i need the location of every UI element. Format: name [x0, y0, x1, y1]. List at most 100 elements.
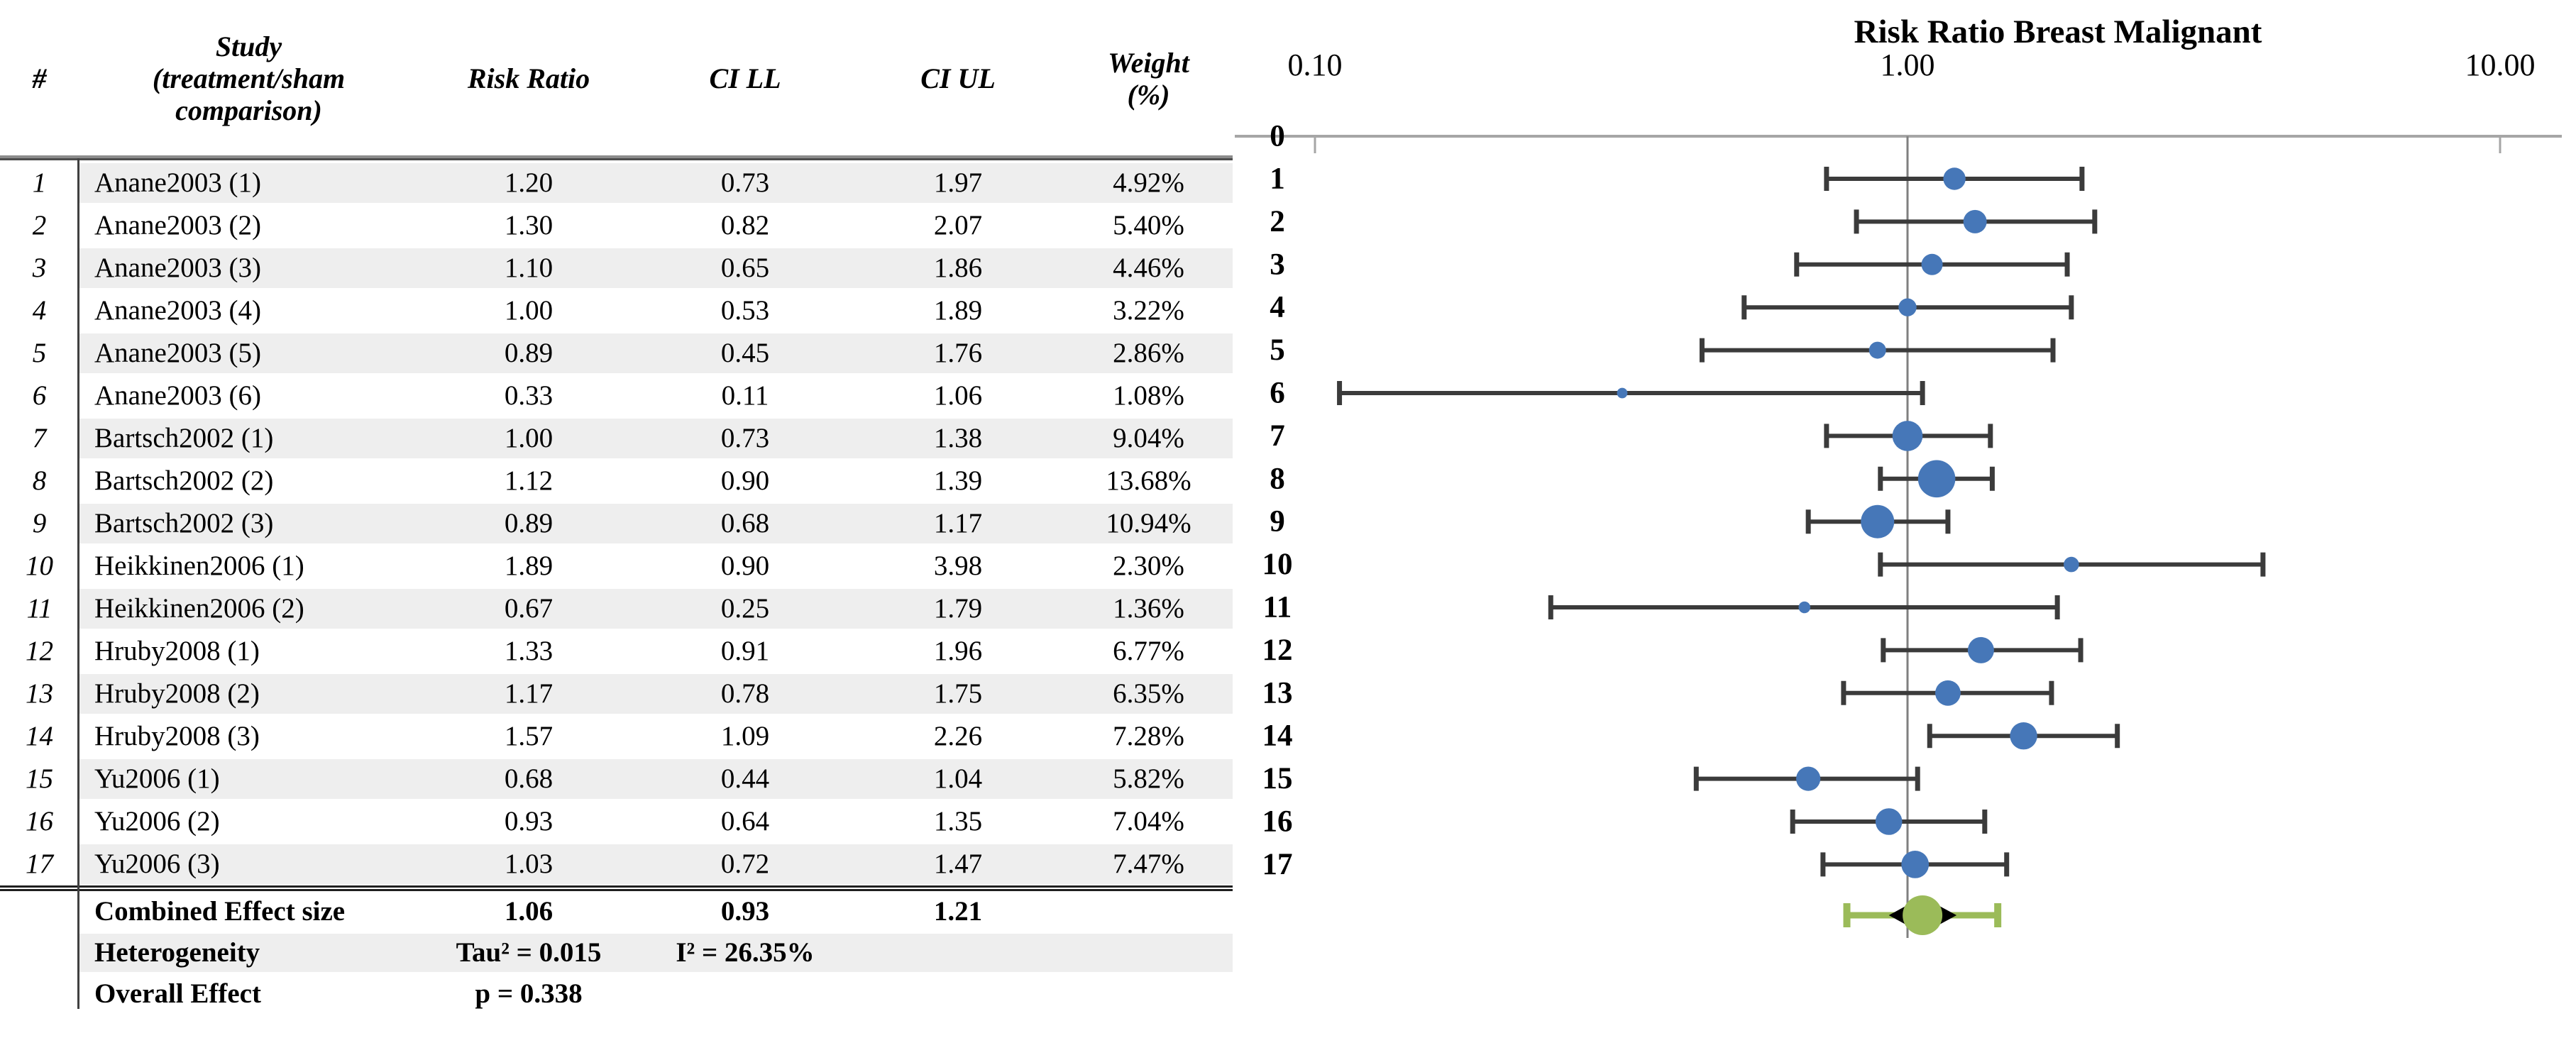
study-marker: [1898, 298, 1917, 316]
table-row: 12 Hruby2008 (1) 1.33 0.91 1.96 6.77%: [0, 630, 1233, 673]
study-cell: Bartsch2002 (3): [79, 504, 419, 543]
study-marker: [1796, 766, 1821, 791]
table-row: 14 Hruby2008 (3) 1.57 1.09 2.26 7.28%: [0, 715, 1233, 758]
study-marker: [1935, 680, 1961, 706]
table-row: 6 Anane2003 (6) 0.33 0.11 1.06 1.08%: [0, 375, 1233, 417]
ci-ul-cell: 1.97: [852, 163, 1064, 203]
x-tick-label: 1.00: [1881, 48, 1935, 82]
study-marker: [1963, 209, 1987, 233]
ci-ll-cell: 0.90: [720, 465, 770, 496]
y-row-label: 7: [1270, 419, 1285, 453]
table-row: 11 Heikkinen2006 (2) 0.67 0.25 1.79 1.36…: [0, 587, 1233, 630]
weight-cell: 1.36%: [1064, 589, 1233, 629]
header-study: Study (treatment/sham comparison): [152, 31, 346, 126]
table-row: 13 Hruby2008 (2) 1.17 0.78 1.75 6.35%: [0, 673, 1233, 715]
risk-ratio-cell: 0.93: [504, 806, 554, 837]
study-cell: Hruby2008 (3): [94, 721, 260, 751]
study-cell: Hruby2008 (1): [94, 636, 260, 666]
weight-cell: 13.68%: [1106, 465, 1191, 496]
table-row: 9 Bartsch2002 (3) 0.89 0.68 1.17 10.94%: [0, 502, 1233, 545]
y-row-label: 2: [1270, 205, 1285, 238]
overall-effect-p: p = 0.338: [475, 978, 583, 1009]
risk-ratio-cell: 1.89: [504, 551, 554, 581]
risk-ratio-cell: 1.30: [504, 210, 554, 241]
study-cell: Anane2003 (3): [79, 248, 419, 288]
ci-ul-cell: 1.89: [933, 295, 983, 326]
weight-cell: 5.40%: [1113, 210, 1184, 241]
ci-ul-cell: 1.39: [933, 465, 983, 496]
study-marker: [1868, 341, 1886, 359]
ci-ll-cell: 0.82: [720, 210, 770, 241]
table-row: 15 Yu2006 (1) 0.68 0.44 1.04 5.82%: [0, 758, 1233, 800]
y-row-label: 15: [1262, 762, 1293, 795]
table-row: 16 Yu2006 (2) 0.93 0.64 1.35 7.04%: [0, 800, 1233, 843]
plot-title: Risk Ratio Breast Malignant: [1854, 13, 2262, 50]
combined-effect-marker: [1903, 895, 1943, 935]
study-marker: [1967, 636, 1994, 663]
weight-cell: 4.46%: [1064, 248, 1233, 288]
risk-ratio-cell: 1.03: [419, 844, 639, 884]
risk-ratio-cell: 0.89: [419, 333, 639, 373]
study-cell: Heikkinen2006 (2): [79, 589, 419, 629]
y-row-label: 14: [1262, 719, 1293, 753]
risk-ratio-cell: 1.17: [419, 674, 639, 714]
weight-cell: 6.77%: [1113, 636, 1184, 666]
ci-ll-cell: 0.73: [639, 419, 852, 458]
study-cell: Yu2006 (3): [79, 844, 419, 884]
row-number-cell: 8: [0, 461, 79, 501]
weight-cell: 9.04%: [1064, 419, 1233, 458]
table-row: 1 Anane2003 (1) 1.20 0.73 1.97 4.92%: [0, 162, 1233, 204]
y-row-label: 11: [1263, 591, 1292, 624]
risk-ratio-cell: 1.20: [419, 163, 639, 203]
y-row-label: 3: [1270, 248, 1285, 281]
table-summary: Combined Effect size 1.06 0.93 1.21 Hete…: [0, 885, 1233, 1015]
ci-ll-cell: 0.68: [639, 504, 852, 543]
row-number-cell: 11: [0, 589, 79, 629]
row-number-cell: 13: [0, 674, 79, 714]
weight-cell: 10.94%: [1064, 504, 1233, 543]
table-row: 4 Anane2003 (4) 1.00 0.53 1.89 3.22%: [0, 289, 1233, 332]
ci-ul-cell: 1.17: [852, 504, 1064, 543]
combined-rr: 1.06: [504, 896, 554, 927]
study-cell: Bartsch2002 (1): [79, 419, 419, 458]
table-row: 8 Bartsch2002 (2) 1.12 0.90 1.39 13.68%: [0, 460, 1233, 502]
weight-cell: 7.28%: [1113, 721, 1184, 751]
study-cell: Bartsch2002 (2): [94, 465, 274, 496]
study-marker: [1892, 421, 1923, 451]
y-row-label: 12: [1262, 634, 1293, 667]
combined-ci-ll: 0.93: [720, 896, 770, 927]
table-row: 17 Yu2006 (3) 1.03 0.72 1.47 7.47%: [0, 843, 1233, 885]
ci-ul-cell: 3.98: [933, 551, 983, 581]
study-marker: [1875, 808, 1903, 835]
study-marker: [1901, 851, 1930, 878]
ci-ll-cell: 0.65: [639, 248, 852, 288]
ci-ul-cell: 1.75: [852, 674, 1064, 714]
x-tick-label: 0.10: [1288, 48, 1343, 82]
combined-label: Combined Effect size: [94, 896, 346, 927]
header-weight: Weight (%): [1108, 46, 1189, 111]
combined-ci-ul: 1.21: [933, 896, 983, 927]
weight-cell: 3.22%: [1113, 295, 1184, 326]
ci-ul-cell: 1.35: [933, 806, 983, 837]
ci-ul-cell: 1.76: [852, 333, 1064, 373]
risk-ratio-cell: 0.89: [419, 504, 639, 543]
risk-ratio-cell: 1.10: [419, 248, 639, 288]
risk-ratio-cell: 1.00: [419, 419, 639, 458]
ci-ll-cell: 0.44: [639, 759, 852, 799]
ci-ul-cell: 2.26: [933, 721, 983, 751]
header-divider: [0, 155, 1233, 160]
ci-ul-cell: 2.07: [933, 210, 983, 241]
table-header: # Study (treatment/sham comparison) Risk…: [0, 0, 1233, 158]
study-marker: [1861, 504, 1895, 539]
study-marker: [1798, 601, 1811, 614]
row-number-cell: 16: [0, 802, 79, 841]
row-number-cell: 7: [0, 419, 79, 458]
ci-ll-cell: 0.45: [639, 333, 852, 373]
study-marker: [1617, 387, 1628, 399]
y-row-label: 10: [1262, 548, 1293, 581]
header-risk-ratio: Risk Ratio: [467, 62, 590, 95]
ci-ul-cell: 1.38: [852, 419, 1064, 458]
row-number-cell: 1: [0, 163, 79, 203]
study-marker: [2064, 556, 2079, 573]
risk-ratio-cell: 0.33: [504, 380, 554, 411]
